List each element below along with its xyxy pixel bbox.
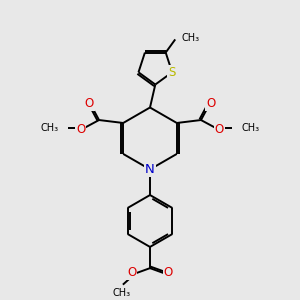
Text: CH₃: CH₃: [112, 288, 130, 298]
Text: CH₃: CH₃: [41, 123, 59, 133]
Text: O: O: [76, 123, 86, 136]
Text: N: N: [145, 163, 155, 176]
Text: O: O: [214, 123, 224, 136]
Text: O: O: [85, 97, 94, 110]
Text: O: O: [127, 266, 136, 279]
Text: O: O: [206, 97, 215, 110]
Text: O: O: [164, 266, 173, 279]
Text: S: S: [168, 66, 176, 79]
Text: CH₃: CH₃: [241, 123, 259, 133]
Text: CH₃: CH₃: [182, 33, 200, 43]
